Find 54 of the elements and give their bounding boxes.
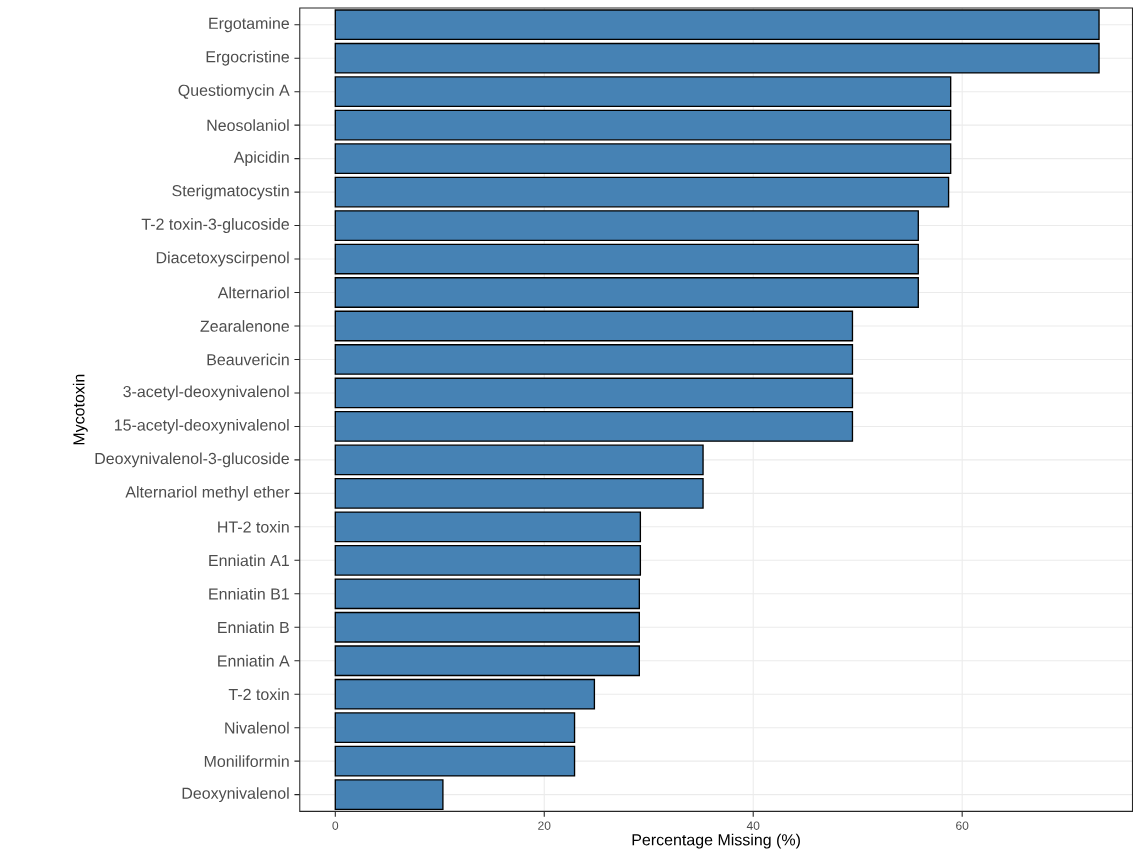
y-tick-label: Enniatin A bbox=[218, 654, 290, 667]
y-tick-label: Ergocristine bbox=[206, 50, 289, 66]
bar bbox=[334, 444, 704, 476]
y-tick-label: Deoxynivalenol-3-glucoside bbox=[95, 452, 289, 468]
bar bbox=[334, 678, 596, 710]
x-tick-label: 0 bbox=[332, 821, 339, 830]
y-tick-label: T-2 toxin bbox=[228, 688, 289, 700]
y-tick-label: Apicidin bbox=[233, 151, 289, 166]
y-tick-label: Neosolaniol bbox=[207, 119, 289, 131]
x-tick-label: 40 bbox=[746, 821, 760, 830]
bar bbox=[334, 9, 1100, 40]
y-tick-label: Zearalenone bbox=[200, 319, 289, 332]
y-tick-label: Enniatin B1 bbox=[209, 587, 289, 600]
y-tick-label: Enniatin A1 bbox=[209, 554, 289, 567]
y-tick-label: 3-acetyl-deoxynivalenol bbox=[123, 385, 289, 401]
bar bbox=[334, 745, 576, 777]
bar bbox=[334, 511, 642, 543]
bar bbox=[334, 611, 640, 643]
y-tick-label: Nivalenol bbox=[225, 721, 289, 734]
bar bbox=[334, 578, 640, 610]
bar bbox=[334, 310, 854, 342]
bar bbox=[334, 76, 952, 107]
bar bbox=[334, 544, 642, 576]
y-tick-label: T-2 toxin-3-glucoside bbox=[141, 217, 289, 233]
y-tick-label: Enniatin B bbox=[218, 621, 289, 633]
bar bbox=[334, 143, 952, 174]
y-axis-title: Mycotoxin bbox=[72, 374, 88, 445]
bar bbox=[334, 779, 444, 810]
x-tick-label: 60 bbox=[956, 821, 969, 830]
y-tick-label: Diacetoxyscirpenol bbox=[156, 251, 289, 267]
y-tick-label: Deoxynivalenol bbox=[182, 787, 289, 802]
bar bbox=[334, 109, 952, 141]
bar bbox=[334, 42, 1100, 74]
y-tick-label: Alternariol methyl ether bbox=[125, 485, 290, 501]
bar bbox=[334, 410, 854, 442]
bar bbox=[334, 343, 854, 375]
y-tick-label: Moniliformin bbox=[204, 755, 289, 767]
y-tick-label: Questiomycin A bbox=[178, 84, 290, 99]
bar bbox=[334, 210, 919, 241]
bar bbox=[334, 477, 704, 509]
bar bbox=[334, 176, 950, 208]
y-tick-label: 15-acetyl-deoxynivalenol bbox=[114, 418, 289, 434]
y-tick-label: Alternariol bbox=[217, 286, 289, 299]
x-tick-label: 20 bbox=[538, 821, 551, 830]
y-tick-label: Beauvericin bbox=[207, 353, 289, 366]
bar bbox=[334, 243, 919, 275]
bar bbox=[334, 276, 919, 308]
bar bbox=[334, 377, 854, 409]
bar bbox=[334, 712, 576, 743]
y-tick-label: Sterigmatocystin bbox=[172, 184, 289, 200]
bar bbox=[334, 645, 640, 676]
y-tick-label: Ergotamine bbox=[209, 17, 289, 33]
y-tick-label: HT-2 toxin bbox=[218, 520, 289, 533]
x-axis-title: Percentage Missing (%) bbox=[632, 833, 800, 849]
